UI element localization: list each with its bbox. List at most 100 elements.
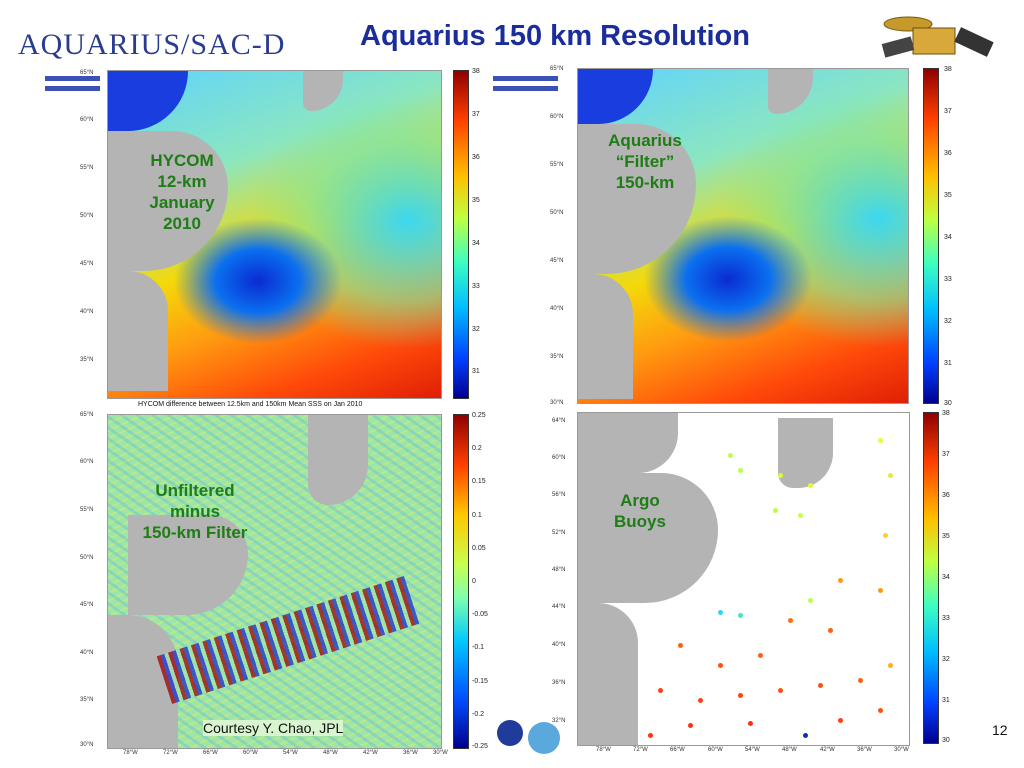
argo-float: [778, 688, 783, 693]
colorbar-tick: 35: [472, 197, 480, 204]
bottom-right-lon-axis: 78°W 72°W 66°W 60°W 54°W 48°W 42°W 36°W …: [590, 747, 920, 761]
lat-tick: 32°N: [552, 718, 566, 724]
lat-tick: 60°N: [80, 459, 94, 465]
label-line: 150-km Filter: [142, 523, 248, 542]
colorbar-tick: 32: [944, 318, 952, 325]
label-line: 2010: [163, 214, 201, 233]
lat-tick: 50°N: [550, 210, 564, 216]
lat-tick: 50°N: [80, 555, 94, 561]
argo-float: [888, 663, 893, 668]
lat-tick: 36°N: [552, 680, 566, 686]
top-left-lat-axis: 65°N 60°N 55°N 50°N 45°N 40°N 35°N: [80, 68, 106, 398]
nasa-logo-icon: [497, 720, 523, 746]
colorbar-tick: 37: [942, 451, 950, 458]
colorbar-tick: -0.1: [472, 644, 485, 651]
colorbar-tick: 0.25: [472, 412, 486, 419]
lat-tick: 65°N: [80, 412, 94, 418]
argo-float: [718, 610, 723, 615]
lat-tick: 40°N: [80, 309, 94, 315]
decorative-bar: [493, 76, 558, 81]
argo-float: [878, 588, 883, 593]
lon-tick: 54°W: [745, 747, 760, 753]
decorative-bar: [45, 76, 100, 81]
lat-tick: 60°N: [80, 117, 94, 123]
lat-tick: 50°N: [80, 213, 94, 219]
lat-tick: 30°N: [80, 742, 94, 748]
hycom-label: HYCOM 12-km January 2010: [132, 150, 232, 234]
argo-float: [738, 468, 743, 473]
hycom-caption: HYCOM difference between 12.5km and 150k…: [138, 401, 363, 408]
colorbar-tick: 34: [944, 234, 952, 241]
argo-map: [577, 412, 910, 746]
us-east-coast-land: [578, 274, 633, 399]
lat-tick: 44°N: [552, 604, 566, 610]
argo-float: [788, 618, 793, 623]
lon-tick: 72°W: [633, 747, 648, 753]
lat-tick: 35°N: [80, 697, 94, 703]
page-number: 12: [992, 722, 1008, 738]
label-line: 12-km: [157, 172, 207, 191]
argo-label: Argo Buoys: [605, 490, 675, 532]
colorbar-tick: 35: [942, 533, 950, 540]
us-east-coast-land: [108, 271, 168, 391]
colorbar-tick: 31: [944, 360, 952, 367]
argo-float: [818, 683, 823, 688]
lon-tick: 66°W: [670, 747, 685, 753]
argo-float: [648, 733, 653, 738]
aquarius-label: Aquarius “Filter” 150-km: [600, 130, 690, 193]
lat-tick: 40°N: [550, 306, 564, 312]
argo-float: [658, 688, 663, 693]
label-line: minus: [169, 502, 221, 521]
colorbar-tick: 30: [942, 737, 950, 744]
lon-tick: 54°W: [283, 750, 298, 756]
argo-float: [688, 723, 693, 728]
colorbar-tick: 31: [472, 368, 480, 375]
colorbar-tick: -0.2: [472, 711, 485, 718]
lon-tick: 30°W: [433, 750, 448, 756]
lat-tick: 45°N: [80, 261, 94, 267]
lat-tick: 45°N: [550, 258, 564, 264]
aquarius-filter-map: [577, 68, 909, 404]
lat-tick: 52°N: [552, 530, 566, 536]
lat-tick: 55°N: [80, 507, 94, 513]
lat-tick: 40°N: [552, 642, 566, 648]
lat-tick: 45°N: [80, 602, 94, 608]
colorbar-tick: 0.2: [472, 445, 482, 452]
lat-tick: 56°N: [552, 492, 566, 498]
lat-tick: 40°N: [80, 650, 94, 656]
colorbar-tick: 38: [472, 68, 480, 75]
argo-float: [888, 473, 893, 478]
colorbar-tick: 36: [944, 150, 952, 157]
argo-float: [778, 473, 783, 478]
north-america-land: [578, 473, 718, 603]
lat-tick: 35°N: [550, 354, 564, 360]
argo-float: [808, 483, 813, 488]
colorbar-tick: 37: [472, 111, 480, 118]
greenland-land: [303, 71, 343, 111]
label-line: Aquarius: [608, 131, 682, 150]
colorbar-tick: -0.15: [472, 678, 488, 685]
aquarius-colorbar: [923, 68, 939, 404]
lat-tick: 65°N: [550, 66, 564, 72]
argo-float: [838, 718, 843, 723]
colorbar-tick: 32: [942, 656, 950, 663]
argo-float: [758, 653, 763, 658]
colorbar-tick: 36: [942, 492, 950, 499]
colorbar-tick: -0.25: [472, 743, 488, 750]
lon-tick: 60°W: [708, 747, 723, 753]
hudson-bay: [578, 69, 653, 124]
argo-float: [808, 598, 813, 603]
lat-tick: 64°N: [552, 418, 566, 424]
colorbar-tick: 33: [942, 615, 950, 622]
colorbar-tick: -0.05: [472, 611, 488, 618]
difference-label: Unfiltered minus 150-km Filter: [115, 480, 275, 543]
argo-float: [838, 578, 843, 583]
lon-tick: 78°W: [596, 747, 611, 753]
courtesy-credit: Courtesy Y. Chao, JPL: [203, 720, 344, 736]
argo-float: [678, 643, 683, 648]
argo-float: [748, 721, 753, 726]
difference-colorbar: [453, 414, 469, 749]
difference-map: [107, 414, 442, 749]
colorbar-tick: 0: [472, 578, 476, 585]
lat-tick: 48°N: [552, 567, 566, 573]
